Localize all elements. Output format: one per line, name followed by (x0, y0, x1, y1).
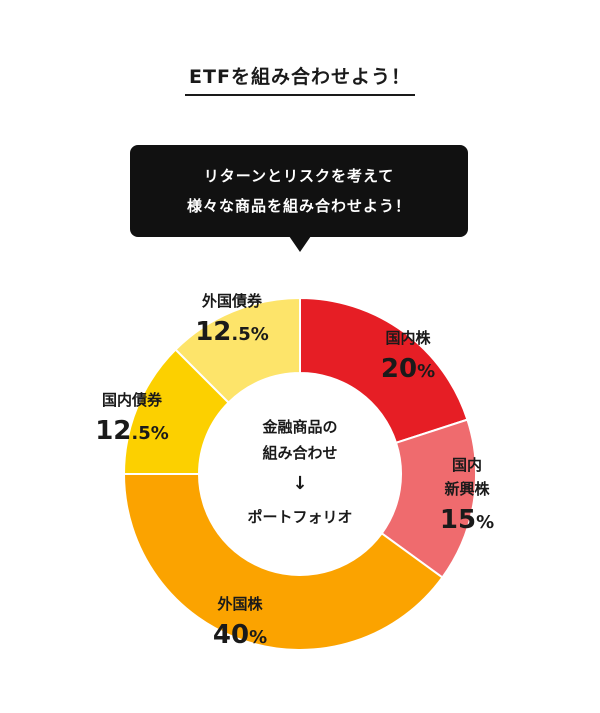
slice-value-label: 15% (440, 505, 494, 535)
slice-value-label: 12.5% (95, 416, 169, 446)
speech-bubble: リターンとリスクを考えて 様々な商品を組み合わせよう！ (130, 145, 468, 237)
slice-category-label: 国内 (452, 456, 482, 474)
slice-value-label: 12.5% (195, 317, 269, 347)
slice-label-1: 国内株 20% (381, 329, 435, 384)
slice-label-4: 国内債券 12.5% (95, 391, 169, 446)
chart-title: ETFを組み合わせよう！ (0, 62, 600, 96)
donut-slices (122, 296, 477, 651)
slice-label-3: 外国株 40% (213, 595, 267, 650)
down-arrow-icon: ↓ (292, 473, 307, 494)
center-caption: 金融商品の 組み合わせ ↓ ポートフォリオ (247, 418, 352, 526)
slice-value-label: 20% (381, 354, 435, 384)
slice-category-label: 国内債券 (102, 391, 163, 409)
slice-5 (174, 296, 301, 404)
center-line-3: ポートフォリオ (247, 508, 352, 526)
chart-title-text: ETFを組み合わせよう！ (185, 66, 415, 96)
slice-value-label: 40% (213, 620, 267, 650)
center-line-2: 組み合わせ (262, 444, 337, 462)
slice-category-label: 国内株 (385, 329, 431, 347)
slice-category-label: 新興株 (444, 480, 490, 498)
slice-3 (122, 473, 444, 651)
slice-category-label: 外国債券 (201, 292, 263, 310)
speech-bubble-tail (289, 236, 311, 252)
slice-category-label: 外国株 (216, 595, 263, 613)
bubble-line-1: リターンとリスクを考えて (203, 167, 395, 185)
center-line-1: 金融商品の (261, 418, 337, 436)
slice-1 (299, 296, 469, 445)
bubble-line-2: 様々な商品を組み合わせよう！ (186, 197, 411, 215)
slice-label-5: 外国債券 12.5% (195, 292, 269, 347)
